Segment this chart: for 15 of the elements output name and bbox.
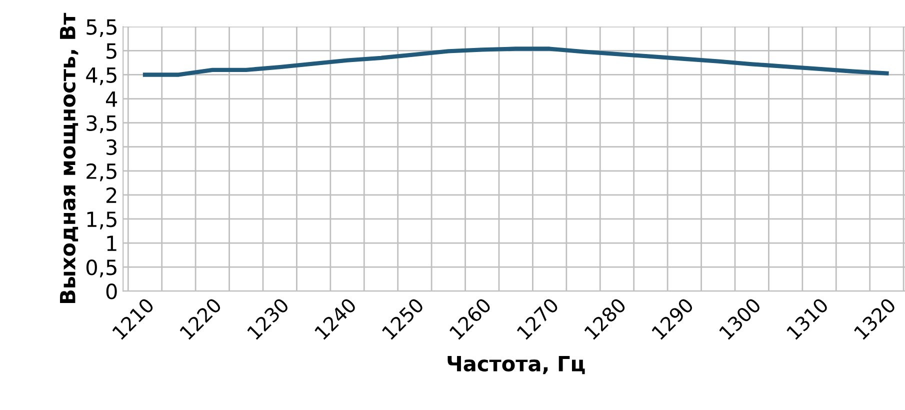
y-tick-label: 0,5 <box>86 260 116 278</box>
y-tick-label: 3,5 <box>86 115 116 134</box>
y-tick-label: 1,5 <box>87 212 116 230</box>
y-tick-label: 4 <box>106 92 118 107</box>
y-tick-label: 3 <box>106 139 117 156</box>
y-tick-label: 0 <box>106 284 117 300</box>
y-tick-label: 2,5 <box>86 163 116 182</box>
y-tick-label: 4,5 <box>86 67 116 86</box>
y-tick-label: 1 <box>107 236 116 251</box>
y-tick-label: 2 <box>106 187 116 203</box>
line-series <box>142 46 889 77</box>
y-tick-label: 5 <box>106 43 116 59</box>
y-axis-title: Выходная мощность, Вт <box>60 12 78 304</box>
x-axis-title: Частота, Гц <box>448 356 585 374</box>
y-tick-label: 5,5 <box>86 19 116 37</box>
